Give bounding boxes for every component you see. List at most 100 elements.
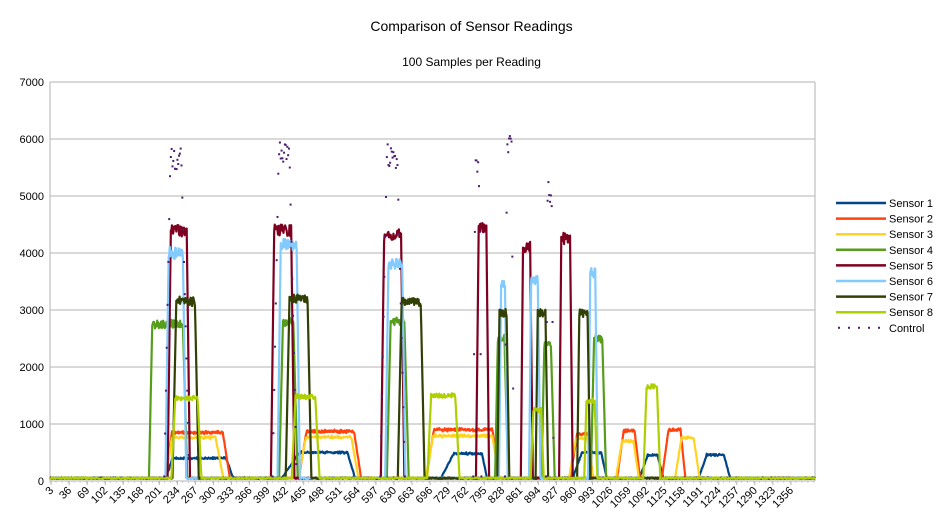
series-sensor-8: [49, 383, 816, 480]
control-point: [507, 151, 510, 154]
control-point: [165, 346, 168, 349]
control-point: [291, 277, 294, 280]
control-point: [276, 215, 279, 218]
x-tick-label: 630: [378, 485, 399, 506]
control-point: [288, 166, 291, 169]
control-point: [548, 194, 551, 197]
control-point: [505, 211, 508, 214]
control-point: [383, 275, 386, 278]
control-point: [477, 185, 480, 188]
control-point: [283, 151, 286, 154]
control-point: [511, 255, 514, 258]
x-tick-label: 36: [57, 485, 74, 502]
control-point: [271, 475, 274, 478]
control-point: [164, 432, 167, 435]
legend-label: Sensor 6: [889, 276, 933, 288]
control-point: [169, 156, 172, 159]
legend-label: Sensor 7: [889, 292, 933, 304]
control-point: [504, 343, 507, 346]
x-tick-label: 201: [143, 485, 164, 506]
x-tick-label: 465: [287, 485, 308, 506]
control-point: [384, 235, 387, 238]
control-point: [187, 421, 190, 424]
control-point: [185, 357, 188, 360]
control-point: [293, 388, 296, 391]
control-point: [294, 426, 297, 429]
x-tick-label: 3: [43, 485, 56, 498]
y-tick-label: 1000: [20, 419, 44, 431]
control-point: [279, 157, 282, 160]
control-point: [403, 475, 406, 478]
control-point: [388, 164, 391, 167]
control-point: [475, 159, 478, 162]
control-point: [544, 475, 547, 478]
control-point: [177, 163, 180, 166]
control-point: [163, 475, 166, 478]
legend-swatch: [858, 326, 860, 329]
x-tick-label: 795: [468, 485, 489, 506]
control-point: [278, 141, 281, 144]
control-point: [178, 154, 181, 157]
series-layer: [49, 135, 816, 480]
control-point: [274, 302, 277, 305]
legend-label: Control: [889, 323, 924, 335]
x-tick-label: 762: [450, 485, 471, 506]
y-tick-label: 3000: [20, 305, 44, 317]
x-tick-label: 861: [504, 485, 525, 506]
legend-label: Sensor 3: [889, 229, 933, 241]
x-tick-label: 663: [396, 485, 417, 506]
control-point: [401, 371, 404, 374]
control-point: [473, 230, 476, 233]
control-point: [379, 475, 382, 478]
control-point: [389, 161, 392, 164]
control-point: [182, 228, 185, 231]
x-tick-label: 135: [107, 485, 128, 506]
control-point: [477, 161, 480, 164]
control-point: [289, 203, 292, 206]
x-tick-label: 300: [197, 485, 218, 506]
control-point: [179, 147, 182, 150]
control-point: [397, 198, 400, 201]
control-point: [176, 158, 179, 161]
x-tick-label: 267: [179, 485, 200, 506]
control-point: [478, 230, 481, 233]
control-point: [512, 387, 515, 390]
y-tick-label: 4000: [20, 248, 44, 260]
control-point: [389, 147, 392, 150]
control-point: [503, 475, 506, 478]
control-point: [286, 145, 289, 148]
control-point: [180, 164, 183, 167]
control-point: [510, 140, 513, 143]
control-point: [171, 165, 174, 168]
control-point: [164, 389, 167, 392]
control-point: [380, 435, 383, 438]
control-point: [472, 475, 475, 478]
control-point: [396, 164, 399, 167]
x-tick-label: 366: [233, 485, 254, 506]
x-tick-label: 531: [323, 485, 344, 506]
control-point: [382, 315, 385, 318]
control-point: [508, 135, 511, 138]
control-point: [390, 150, 393, 153]
x-tick-label: 564: [342, 485, 363, 506]
control-point: [547, 181, 550, 184]
control-point: [181, 196, 184, 199]
control-point: [184, 325, 187, 328]
control-point: [506, 143, 509, 146]
control-point: [380, 395, 383, 398]
x-tick-label: 927: [540, 485, 561, 506]
control-point: [400, 337, 403, 340]
x-tick-label: 696: [414, 485, 435, 506]
x-tick-label: 102: [89, 485, 110, 506]
control-point: [173, 150, 176, 153]
x-tick-label: 498: [305, 485, 326, 506]
control-point: [392, 151, 395, 154]
control-point: [273, 388, 276, 391]
control-point: [550, 205, 553, 208]
control-point: [169, 175, 172, 178]
control-point: [182, 260, 185, 263]
control-point: [186, 389, 189, 392]
control-point: [386, 143, 389, 146]
legend-swatch: [868, 326, 870, 329]
